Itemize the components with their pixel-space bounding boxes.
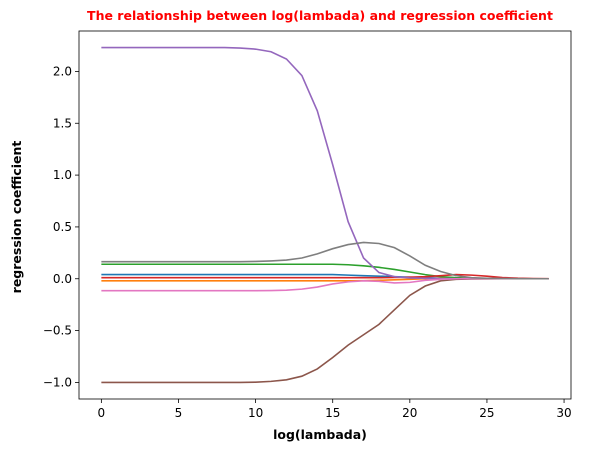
x-axis: 0 5 10 15 20 25 30 — [98, 399, 572, 420]
x-axis-title: log(lambada) — [273, 427, 367, 442]
plot-frame — [78, 30, 572, 400]
y-tick-label: −1.0 — [43, 375, 72, 389]
x-tick-label: 15 — [325, 406, 340, 420]
x-tick-label: 10 — [248, 406, 263, 420]
chart-title: The relationship between log(lambada) an… — [87, 8, 553, 23]
x-tick-label: 0 — [98, 406, 106, 420]
x-tick-label: 20 — [402, 406, 417, 420]
series-line-8 — [101, 241, 549, 280]
y-tick-label: 0.5 — [53, 220, 72, 234]
series-line-5 — [101, 46, 549, 280]
y-tick-label: −0.5 — [43, 324, 72, 338]
x-tick-label: 5 — [175, 406, 183, 420]
y-tick-label: 0.0 — [53, 272, 72, 286]
y-tick-label: 1.0 — [53, 168, 72, 182]
plot-area — [101, 46, 549, 384]
y-axis: −1.0 −0.5 0.0 0.5 1.0 1.5 2.0 — [43, 64, 79, 389]
series-line-4 — [101, 273, 549, 280]
y-tick-label: 2.0 — [53, 64, 72, 78]
y-axis-title: regression coefficient — [9, 141, 24, 294]
series-line-6 — [101, 277, 549, 384]
x-tick-label: 25 — [479, 406, 494, 420]
y-tick-label: 1.5 — [53, 116, 72, 130]
x-tick-label: 30 — [556, 406, 571, 420]
